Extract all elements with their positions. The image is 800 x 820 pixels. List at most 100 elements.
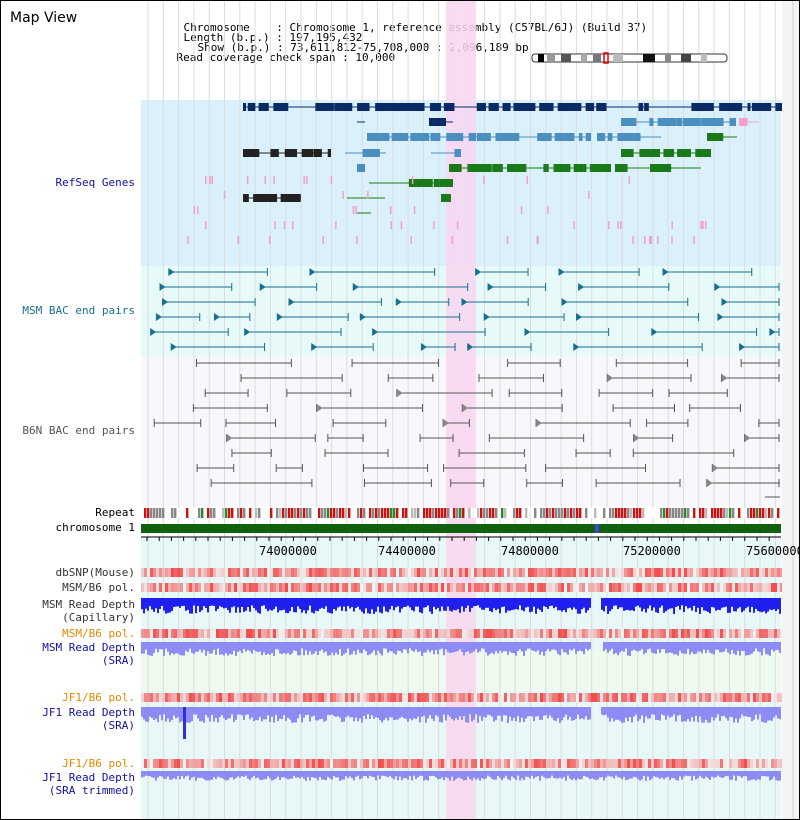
read-depth-bin bbox=[467, 707, 469, 723]
gene-exon bbox=[701, 118, 724, 126]
read-depth-bin bbox=[725, 598, 727, 607]
read-depth-bin bbox=[353, 598, 355, 612]
read-depth-bin bbox=[731, 598, 733, 607]
read-depth-bin bbox=[611, 771, 613, 777]
read-depth-bin bbox=[651, 642, 653, 653]
read-depth-bin bbox=[223, 771, 225, 780]
polymorphism-bin bbox=[543, 693, 546, 702]
polymorphism-bin bbox=[264, 629, 267, 638]
repeat-element bbox=[405, 508, 408, 518]
read-depth-bin bbox=[429, 707, 431, 716]
polymorphism-bin bbox=[450, 693, 453, 702]
track-label-repeat[interactable]: Repeat bbox=[95, 506, 135, 519]
polymorphism-bin bbox=[417, 759, 420, 768]
polymorphism-bin bbox=[375, 568, 378, 577]
polymorphism-bin bbox=[264, 568, 267, 577]
read-depth-bin bbox=[461, 598, 463, 607]
read-depth-bin bbox=[743, 598, 745, 611]
polymorphism-bin bbox=[600, 629, 603, 638]
polymorphism-bin bbox=[366, 759, 369, 768]
read-depth-bin bbox=[619, 642, 621, 653]
polymorphism-bin bbox=[309, 629, 312, 638]
read-depth-bin bbox=[579, 771, 581, 780]
read-depth-bin bbox=[279, 598, 281, 611]
repeat-element bbox=[432, 508, 435, 518]
track-label-jf1-read-depth-trim[interactable]: JF1 Read Depth bbox=[42, 771, 135, 784]
polymorphism-bin bbox=[147, 693, 150, 702]
track-label-msm-bac[interactable]: MSM BAC end pairs bbox=[22, 304, 135, 317]
read-depth-bin bbox=[377, 707, 379, 718]
polymorphism-bin bbox=[165, 693, 168, 702]
read-depth-bin bbox=[677, 707, 679, 716]
polymorphism-bin bbox=[663, 693, 666, 702]
polymorphism-bin bbox=[642, 583, 645, 592]
polymorphism-bin bbox=[297, 583, 300, 592]
polymorphism-bin bbox=[336, 583, 339, 592]
read-depth-bin bbox=[471, 707, 473, 722]
read-depth-bin bbox=[351, 707, 353, 718]
read-depth-bin bbox=[417, 707, 419, 717]
track-label-jf1-read-depth-sra[interactable]: JF1 Read Depth bbox=[42, 706, 135, 719]
read-depth-bin bbox=[173, 642, 175, 655]
track-label-msm-read-depth-cap[interactable]: MSM Read Depth bbox=[42, 598, 135, 611]
gene-pseudo bbox=[506, 236, 509, 244]
read-depth-bin bbox=[535, 642, 537, 652]
polymorphism-bin bbox=[459, 629, 462, 638]
read-depth-bin bbox=[279, 707, 281, 719]
read-depth-bin bbox=[257, 707, 259, 721]
read-depth-bin bbox=[543, 598, 545, 607]
polymorphism-bin bbox=[633, 759, 636, 768]
track-label-jf1-b6-pol-1[interactable]: JF1/B6 pol. bbox=[62, 691, 135, 704]
read-depth-bin bbox=[761, 771, 763, 777]
polymorphism-bin bbox=[186, 583, 189, 592]
repeat-element bbox=[672, 508, 675, 518]
read-depth-bin bbox=[645, 642, 647, 653]
read-depth-bin bbox=[699, 598, 701, 614]
read-depth-bin bbox=[665, 771, 667, 778]
polymorphism-bin bbox=[213, 629, 216, 638]
read-depth-bin bbox=[379, 642, 381, 654]
polymorphism-bin bbox=[675, 629, 678, 638]
read-depth-bin bbox=[159, 707, 161, 716]
read-depth-bin bbox=[195, 642, 197, 652]
track-label-msm-read-depth-sra[interactable]: MSM Read Depth bbox=[42, 641, 135, 654]
polymorphism-bin bbox=[753, 568, 756, 577]
polymorphism-bin bbox=[504, 759, 507, 768]
read-depth-bin bbox=[681, 707, 683, 722]
polymorphism-bin bbox=[324, 583, 327, 592]
read-depth-bin bbox=[625, 707, 627, 718]
read-depth-bin bbox=[769, 642, 771, 656]
read-depth-bin bbox=[285, 598, 287, 613]
repeat-element bbox=[261, 508, 264, 518]
polymorphism-bin bbox=[675, 759, 678, 768]
read-depth-bin bbox=[459, 642, 461, 650]
polymorphism-bin bbox=[537, 759, 540, 768]
track-label-b6n-bac[interactable]: B6N BAC end pairs bbox=[22, 424, 135, 437]
polymorphism-bin bbox=[441, 583, 444, 592]
polymorphism-bin bbox=[252, 693, 255, 702]
track-label-refseq[interactable]: RefSeq Genes bbox=[55, 176, 135, 189]
polymorphism-bin bbox=[627, 583, 630, 592]
read-depth-bin bbox=[325, 642, 327, 652]
track-label-msm-b6-pol-1[interactable]: MSM/B6 pol. bbox=[62, 581, 135, 594]
track-label-msm-b6-pol-2[interactable]: MSM/B6 pol. bbox=[62, 627, 135, 640]
polymorphism-bin bbox=[678, 759, 681, 768]
read-depth-bin bbox=[563, 598, 565, 610]
read-depth-bin bbox=[401, 598, 403, 609]
gene-exon bbox=[443, 103, 455, 111]
repeat-element bbox=[576, 508, 579, 518]
polymorphism-bin bbox=[414, 583, 417, 592]
track-label-chromosome[interactable]: chromosome 1 bbox=[55, 521, 135, 534]
track-label-jf1-b6-pol-2[interactable]: JF1/B6 pol. bbox=[62, 757, 135, 770]
polymorphism-bin bbox=[450, 583, 453, 592]
gene-exon bbox=[357, 164, 365, 172]
polymorphism-bin bbox=[759, 568, 762, 577]
repeat-element bbox=[453, 508, 456, 518]
polymorphism-bin bbox=[231, 629, 234, 638]
read-depth-bin bbox=[597, 771, 599, 780]
polymorphism-bin bbox=[186, 693, 189, 702]
read-depth-bin bbox=[665, 707, 667, 720]
track-label-dbsnp[interactable]: dbSNP(Mouse) bbox=[55, 566, 135, 579]
read-depth-bin bbox=[437, 707, 439, 717]
